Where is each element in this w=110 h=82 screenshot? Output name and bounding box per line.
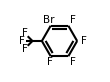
Text: F: F <box>70 15 76 25</box>
Text: Br: Br <box>43 15 54 25</box>
Text: F: F <box>22 28 28 38</box>
Text: F: F <box>81 36 86 46</box>
Text: F: F <box>47 57 52 67</box>
Text: F: F <box>19 36 25 46</box>
Text: F: F <box>70 57 76 67</box>
Text: F: F <box>22 44 28 54</box>
